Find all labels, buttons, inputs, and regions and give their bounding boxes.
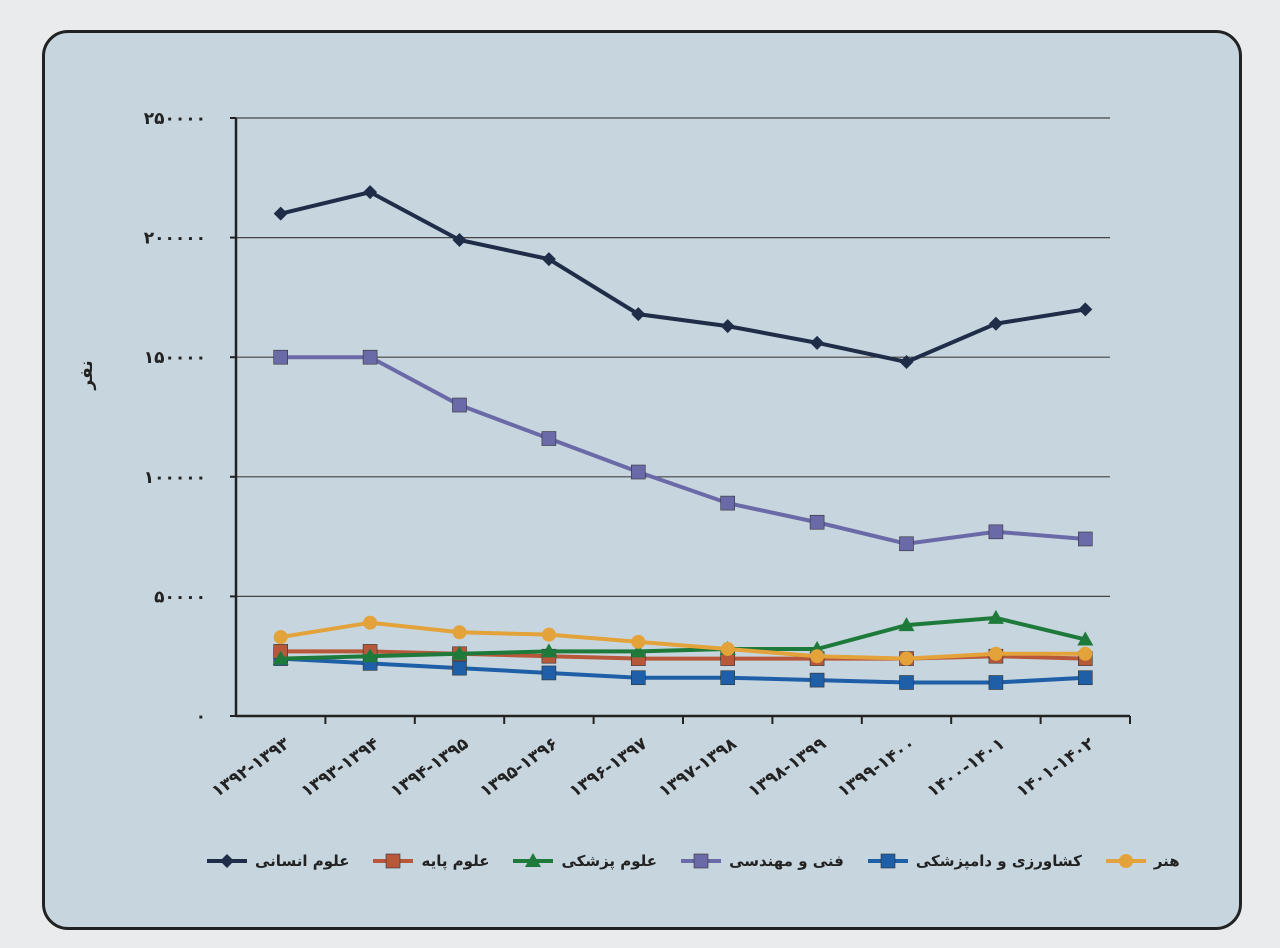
data-point [899,536,914,552]
data-point [272,650,289,665]
x-tick-label: ۱۳۹۷-۱۳۹۸ [655,733,741,801]
legend-marker [880,853,896,869]
data-point [1078,302,1093,317]
series-line [280,190,1086,365]
x-tick-label: ۱۳۹۹-۱۴۰۰ [834,734,919,802]
data-point [988,646,1003,661]
data-point [631,634,646,649]
series [273,185,1093,369]
x-tick-label: ۱۴۰۰-۱۴۰۱ [924,734,1009,802]
legend-label: علوم پزشکی [561,852,658,870]
y-tick-label: ۲۰۰۰۰۰ [144,229,206,249]
data-point [363,185,378,200]
legend-marker-icon [373,853,414,869]
legend-item: علوم انسانی [205,852,349,870]
data-point [810,649,825,664]
data-point [988,524,1004,540]
legend-marker-icon [1105,854,1146,868]
x-tick-label: ۱۴۰۱-۱۴۰۲ [1013,733,1099,801]
legend-label: علوم پایه [421,852,490,870]
data-point [452,232,467,247]
y-tick-label: ۰ [196,707,206,727]
chart-frame [42,30,1242,930]
data-point [541,431,557,446]
data-point [1078,531,1093,547]
data-point [810,335,825,350]
data-point [1078,646,1093,661]
legend-label: هنر [1153,852,1180,870]
data-point [899,651,914,666]
data-point [720,495,736,511]
data-point [630,643,647,658]
legend-label: علوم انسانی [255,852,350,870]
legend-item: فنی و مهندسی [679,852,844,870]
legend-marker [386,853,401,869]
data-point [1078,670,1093,686]
legend-marker-icon [867,853,908,869]
data-point [273,349,289,365]
series-line [280,620,1086,661]
legend-marker-icon [207,854,247,868]
series-line [280,615,1086,661]
legend-marker [525,853,542,867]
data-point [630,464,646,480]
series [273,349,1093,552]
data-point [540,643,557,658]
data-point [541,627,556,642]
data-point [1077,631,1094,646]
y-tick-label: ۵۰۰۰۰ [154,587,206,607]
data-point [452,660,467,676]
legend-marker [220,854,234,868]
legend-marker-icon [681,853,722,869]
y-tick-label: ۲۵۰۰۰۰ [144,109,206,129]
legend: علوم انسانی علوم پایه علوم پزشکی فنی و مهند… [205,852,1180,870]
x-tick-label: ۱۳۹۸-۱۳۹۹ [745,733,831,801]
data-point [809,672,825,688]
series-line [280,656,1086,685]
data-point [899,354,914,369]
data-point [898,617,915,632]
x-tick-label: ۱۳۹۵-۱۳۹۶ [477,734,562,802]
data-point [362,349,378,365]
data-point [451,645,468,660]
data-point [541,665,557,681]
x-tick-label: ۱۳۹۲-۱۳۹۳ [208,733,294,801]
data-point [988,675,1004,690]
data-point [630,670,646,686]
data-point [541,252,556,267]
data-point [362,648,379,663]
x-tick-label: ۱۳۹۴-۱۳۹۵ [387,734,472,802]
legend-item: علوم پزشکی [511,852,657,870]
data-point [899,675,914,690]
data-point [988,316,1003,331]
data-point [452,625,467,640]
x-tick-label: ۱۳۹۶-۱۳۹۷ [566,733,652,801]
legend-label: فنی و مهندسی [729,852,844,870]
legend-label: کشاورزی و دامپزشکی [915,852,1082,870]
data-point [363,615,378,630]
legend-item: هنر [1104,852,1180,870]
legend-item: کشاورزی و دامپزشکی [866,852,1082,870]
legend-marker [693,853,709,869]
legend-marker-icon [513,853,554,867]
data-point [987,609,1004,624]
data-point [452,397,467,413]
x-tick-label: ۱۳۹۳-۱۳۹۴ [298,734,383,802]
y-axis-label: نفر [77,360,97,390]
data-point [809,514,825,530]
legend-item: علوم پایه [371,852,489,870]
legend-marker [1118,854,1133,868]
y-tick-label: ۱۰۰۰۰۰ [144,468,206,488]
data-point [631,307,646,322]
data-point [720,670,736,686]
data-point [273,630,288,645]
data-point [720,642,735,657]
data-point [720,319,735,334]
series-line [280,355,1086,546]
y-tick-label: ۱۵۰۰۰۰ [144,348,206,368]
data-point [273,206,288,221]
series [273,615,1093,666]
